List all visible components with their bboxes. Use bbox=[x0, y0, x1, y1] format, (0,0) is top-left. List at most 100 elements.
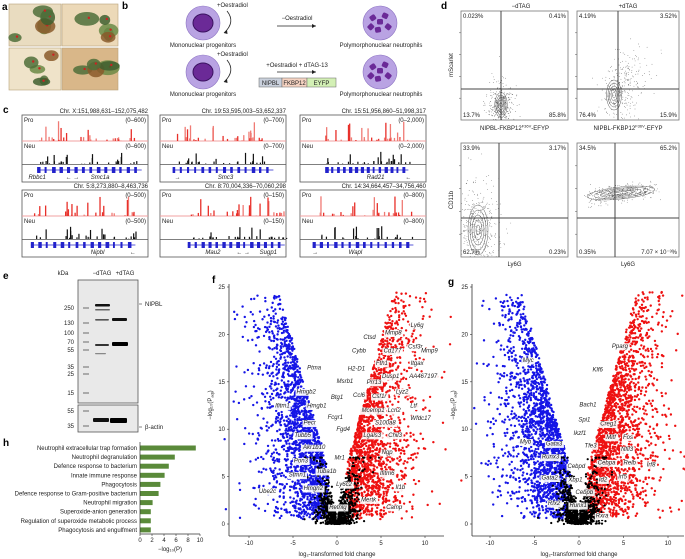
event-dot bbox=[627, 80, 629, 81]
event-dot bbox=[499, 56, 500, 57]
data-point bbox=[238, 516, 242, 520]
event-dot bbox=[592, 192, 594, 194]
event-dot bbox=[630, 103, 631, 104]
condition-label: −dTAG bbox=[512, 4, 531, 10]
data-point bbox=[399, 448, 403, 452]
data-point bbox=[286, 328, 289, 332]
event-dot bbox=[640, 192, 642, 194]
event-dot bbox=[492, 107, 493, 108]
data-point bbox=[303, 411, 306, 414]
event-dot bbox=[588, 206, 589, 208]
signal-bar bbox=[400, 154, 402, 164]
signal-bar bbox=[280, 212, 283, 216]
event-dot bbox=[627, 54, 629, 56]
event-dot bbox=[607, 190, 609, 191]
event-dot bbox=[618, 90, 620, 92]
event-dot bbox=[480, 231, 482, 233]
event-dot bbox=[507, 111, 509, 113]
event-dot bbox=[482, 230, 484, 232]
event-dot bbox=[463, 230, 464, 231]
signal-bar bbox=[238, 237, 240, 239]
track-range: (0–500) bbox=[125, 193, 146, 199]
event-dot bbox=[622, 91, 623, 93]
event-dot bbox=[483, 207, 485, 208]
event-dot bbox=[596, 84, 598, 86]
event-dot bbox=[475, 246, 476, 248]
exon bbox=[370, 242, 373, 248]
event-dot bbox=[467, 209, 469, 211]
event-dot bbox=[493, 106, 495, 107]
event-dot bbox=[616, 114, 617, 115]
data-point bbox=[405, 336, 408, 340]
event-dot bbox=[487, 230, 488, 232]
event-dot bbox=[491, 73, 493, 74]
event-dot bbox=[638, 57, 640, 59]
data-point bbox=[292, 368, 295, 371]
data-point bbox=[406, 398, 410, 401]
data-point bbox=[305, 465, 308, 469]
data-point bbox=[285, 482, 289, 486]
event-dot bbox=[518, 104, 520, 106]
exon bbox=[38, 242, 42, 248]
track-label-neu: Neu bbox=[162, 144, 173, 150]
signal-bar bbox=[45, 126, 47, 141]
signal-bar bbox=[391, 161, 393, 164]
kda-marker: 15 bbox=[67, 391, 74, 397]
event-dot bbox=[602, 77, 603, 79]
density-contour bbox=[612, 91, 616, 99]
signal-bar bbox=[342, 237, 344, 239]
data-point bbox=[247, 432, 251, 435]
event-dot bbox=[493, 109, 495, 111]
nuclear-lobe bbox=[374, 26, 382, 33]
data-point bbox=[397, 318, 401, 322]
event-dot bbox=[631, 190, 632, 192]
data-point bbox=[421, 437, 425, 441]
event-dot bbox=[486, 94, 488, 95]
signal-bar bbox=[76, 205, 78, 216]
signal-bar bbox=[210, 213, 212, 216]
data-point bbox=[296, 418, 300, 421]
signal-bar bbox=[244, 152, 247, 164]
track-range: (0–500) bbox=[125, 219, 146, 225]
event-dot bbox=[516, 94, 518, 96]
event-dot bbox=[611, 87, 613, 88]
data-point bbox=[267, 400, 271, 404]
data-point bbox=[317, 501, 320, 504]
event-dot bbox=[638, 95, 639, 96]
event-dot bbox=[630, 38, 632, 40]
event-dot bbox=[484, 233, 486, 235]
event-dot bbox=[632, 75, 633, 77]
signal-bar bbox=[101, 212, 104, 216]
data-point bbox=[293, 359, 296, 362]
event-dot bbox=[513, 118, 515, 120]
organism bbox=[8, 33, 22, 43]
data-point bbox=[279, 389, 283, 392]
signal-bar bbox=[197, 137, 200, 141]
signal-bar bbox=[403, 121, 405, 141]
exon bbox=[44, 167, 47, 173]
signal-bar bbox=[397, 212, 400, 216]
event-dot bbox=[508, 97, 510, 99]
data-point bbox=[281, 308, 285, 311]
ladder-band bbox=[83, 410, 89, 412]
data-point bbox=[306, 497, 309, 501]
data-point bbox=[255, 329, 258, 333]
event-dot bbox=[623, 81, 625, 83]
signal-bar bbox=[390, 137, 392, 141]
signal-bar bbox=[243, 236, 246, 239]
event-dot bbox=[611, 187, 612, 188]
event-dot bbox=[595, 200, 597, 201]
event-dot bbox=[629, 83, 631, 85]
event-dot bbox=[476, 195, 478, 196]
event-dot bbox=[632, 184, 633, 186]
signal-bar bbox=[204, 138, 206, 141]
signal-bar bbox=[377, 238, 380, 239]
data-point bbox=[258, 327, 261, 331]
data-point bbox=[287, 417, 290, 421]
event-dot bbox=[615, 91, 617, 93]
data-point bbox=[270, 439, 274, 442]
signal-bar bbox=[133, 211, 135, 216]
event-dot bbox=[465, 209, 467, 210]
signal-bar bbox=[352, 228, 355, 239]
